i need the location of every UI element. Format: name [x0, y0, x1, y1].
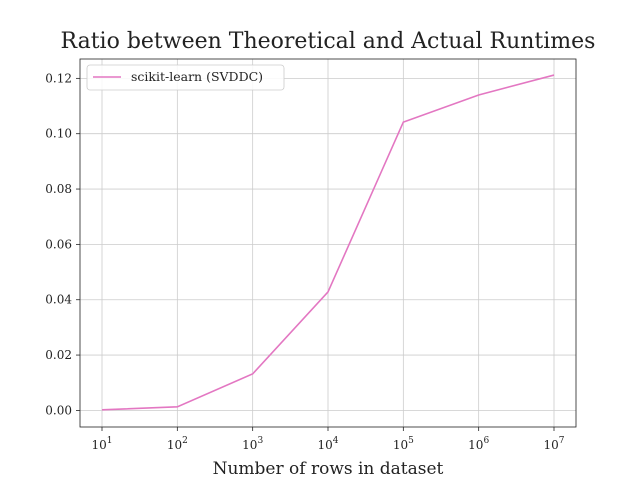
- x-axis-label: Number of rows in dataset: [213, 459, 444, 479]
- x-tick-label: 104: [317, 436, 338, 452]
- series-layer: [101, 74, 555, 411]
- x-tick-label: 107: [543, 436, 564, 452]
- x-tick-label: 101: [91, 436, 112, 452]
- legend-label: scikit-learn (SVDDC): [131, 69, 263, 84]
- legend: scikit-learn (SVDDC): [86, 64, 285, 91]
- x-tick-label: 103: [242, 436, 263, 452]
- x-tick-label: 102: [167, 436, 188, 452]
- y-tick-label: 0.02: [45, 348, 72, 362]
- chart-title: Ratio between Theoretical and Actual Run…: [61, 29, 596, 54]
- y-tick-label: 0.12: [45, 71, 72, 85]
- grid: [80, 59, 576, 427]
- y-tick-label: 0.06: [45, 237, 72, 251]
- y-tick-label: 0.10: [45, 127, 72, 141]
- y-tick-label: 0.04: [45, 293, 72, 307]
- legend-box: [86, 64, 285, 91]
- x-tick-label: 105: [393, 436, 414, 452]
- y-tick-label: 0.08: [45, 182, 72, 196]
- y-tick-label: 0.00: [45, 403, 72, 417]
- axis-ticks: 101 102 103 104 105 106 107 0.00 0.02 0.04 0.06 0.0…: [45, 71, 564, 452]
- x-tick-label: 106: [468, 436, 489, 452]
